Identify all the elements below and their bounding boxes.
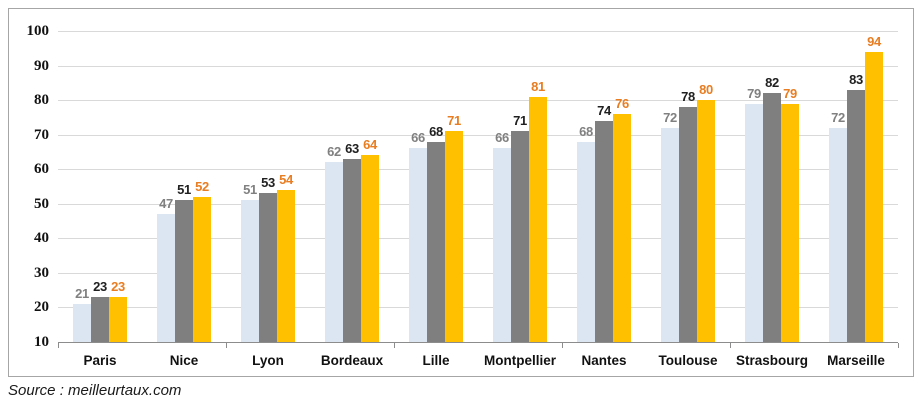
y-axis-tick-label: 70 <box>34 126 49 143</box>
bar-series-light-blue <box>493 148 511 342</box>
gridline <box>58 31 898 32</box>
bar-value-label: 23 <box>93 279 107 295</box>
gridline <box>58 169 898 171</box>
bar-value-label: 74 <box>597 102 611 118</box>
bar-value-label: 23 <box>111 279 125 295</box>
bar-series-gold <box>277 189 295 342</box>
x-axis-label: Strasbourg <box>735 353 808 368</box>
bar-value-label: 80 <box>699 82 713 98</box>
y-axis-tick-label: 40 <box>34 230 49 247</box>
y-axis-tick-label: 20 <box>34 299 49 316</box>
bar-series-light-blue <box>73 303 91 342</box>
x-axis-label: Lyon <box>252 353 284 368</box>
gridline <box>58 307 898 309</box>
bar-series-gray <box>847 89 865 342</box>
source-caption: Source : meilleurtaux.com <box>8 382 182 399</box>
bar-series-gold <box>613 113 631 342</box>
bar-value-label: 51 <box>177 182 191 198</box>
x-axis-tick <box>730 343 731 348</box>
x-axis-label: Paris <box>83 353 117 368</box>
bar-series-light-blue <box>325 162 343 342</box>
bar-series-light-blue <box>829 127 847 342</box>
bar-series-light-blue <box>745 103 763 342</box>
bar-series-gold <box>781 103 799 342</box>
x-axis-tick <box>226 343 227 348</box>
bar-series-light-blue <box>241 200 259 342</box>
bar-value-label: 82 <box>765 75 779 91</box>
y-axis-tick-label: 90 <box>34 57 49 74</box>
bar-value-label: 72 <box>663 109 677 125</box>
x-axis-label: Nice <box>169 353 199 368</box>
bar-value-label: 66 <box>495 130 509 146</box>
bar-series-gold <box>529 96 547 342</box>
bar-series-gold <box>445 131 463 342</box>
bar-value-label: 83 <box>849 71 863 87</box>
bar-value-label: 54 <box>279 171 293 187</box>
bar-series-gray <box>511 131 529 342</box>
bar-value-label: 68 <box>429 123 443 139</box>
bar-value-label: 64 <box>363 137 377 153</box>
y-axis-tick-label: 60 <box>34 161 49 178</box>
bar-series-gold <box>697 100 715 342</box>
bar-value-label: 66 <box>411 130 425 146</box>
bar-value-label: 79 <box>783 85 797 101</box>
bar-series-gray <box>343 158 361 342</box>
y-axis-tick-label: 10 <box>34 334 49 350</box>
bar-series-gray <box>91 297 109 342</box>
gridline <box>58 272 898 274</box>
bar-series-light-blue <box>577 141 595 342</box>
x-axis-label: Nantes <box>581 353 627 368</box>
x-axis-tick <box>394 343 395 348</box>
bar-series-gray <box>259 193 277 342</box>
x-axis-tick <box>58 343 59 348</box>
bar-value-label: 63 <box>345 140 359 156</box>
bar-series-gold <box>193 196 211 342</box>
bar-value-label: 21 <box>75 285 89 301</box>
bar-value-label: 51 <box>243 182 257 198</box>
bar-series-gray <box>679 107 697 342</box>
gridline <box>58 134 898 136</box>
bar-value-label: 53 <box>261 175 275 191</box>
bar-value-label: 52 <box>195 178 209 194</box>
chart-frame: 10 20 30 40 50 60 70 80 90 100 Paris 21 23 23 Nice 47 51… <box>8 8 914 377</box>
bar-value-label: 94 <box>867 33 881 49</box>
bar-series-gray <box>427 141 445 342</box>
bar-value-label: 62 <box>327 144 341 160</box>
x-axis-label: Bordeaux <box>320 353 384 368</box>
x-axis-label: Montpellier <box>483 353 556 368</box>
gridline <box>58 100 898 102</box>
bar-value-label: 78 <box>681 89 695 105</box>
bar-series-light-blue <box>661 127 679 342</box>
x-axis-tick <box>898 343 899 348</box>
y-axis-tick-label: 30 <box>34 264 49 281</box>
gridline <box>58 65 898 67</box>
x-axis-line <box>58 342 898 343</box>
bar-value-label: 72 <box>831 109 845 125</box>
bar-value-label: 68 <box>579 123 593 139</box>
y-axis-tick-label: 50 <box>34 195 49 212</box>
bar-series-gold <box>361 155 379 342</box>
x-axis-tick <box>562 343 563 348</box>
bar-series-gray <box>175 200 193 342</box>
bar-value-label: 47 <box>159 196 173 212</box>
bar-series-light-blue <box>409 148 427 342</box>
x-axis-label: Lille <box>422 353 450 368</box>
bar-series-gray <box>595 120 613 342</box>
bar-series-gray <box>763 93 781 342</box>
gridline <box>58 238 898 240</box>
bar-value-label: 76 <box>615 95 629 111</box>
y-axis-tick-label: 80 <box>34 92 49 109</box>
bar-series-gold <box>865 51 883 342</box>
x-axis-label: Toulouse <box>658 353 718 368</box>
y-axis-tick-label: 100 <box>26 23 50 39</box>
x-axis-label: Marseille <box>827 353 885 368</box>
bar-series-light-blue <box>157 214 175 342</box>
bar-series-gold <box>109 297 127 342</box>
bar-value-label: 71 <box>447 113 461 129</box>
bar-value-label: 71 <box>513 113 527 129</box>
gridline <box>58 203 898 205</box>
bar-value-label: 81 <box>531 78 545 94</box>
bar-value-label: 79 <box>747 85 761 101</box>
